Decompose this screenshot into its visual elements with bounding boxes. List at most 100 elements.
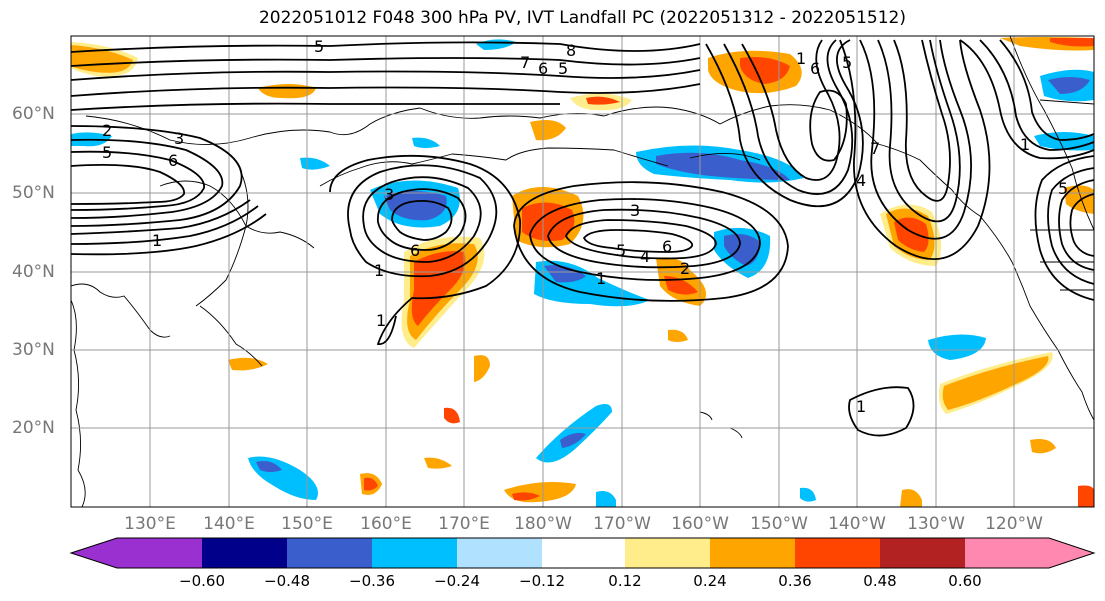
anomaly-patch-strong [512,492,540,501]
colorbar-tick-label: 0.60 [948,572,982,590]
colorbar-segment [710,538,795,568]
contour-label: 1 [376,311,386,330]
colorbar-extend-high [1049,538,1094,568]
contour-label: 2 [102,121,112,140]
anomaly-patch-positive [1030,439,1056,454]
anomaly-patch-negative [656,152,790,180]
lat-label: 60°N [12,104,55,124]
lon-label: 160°E [360,514,412,534]
anomaly-patch-positive [942,356,1049,410]
contour-label: 4 [640,247,650,266]
colorbar-tick-label: −0.24 [434,572,480,590]
contour-label: 6 [168,151,178,170]
lon-label: 130°W [907,514,965,534]
contour-label: 5 [102,143,112,162]
anomaly-patch-negative [536,404,612,463]
colorbar-tick-label: −0.36 [349,572,395,590]
colorbar-tick-label: 0.12 [608,572,642,590]
contour-label: 5 [1058,179,1068,198]
lon-label: 140°W [828,514,886,534]
colorbar-segment [542,538,625,568]
colorbar-tick-label: 0.24 [693,572,727,590]
plot-frame [70,35,1095,508]
lon-label: 150°W [750,514,808,534]
colorbar-segment [372,538,457,568]
lon-label: 140°E [203,514,255,534]
colorbar-segment [880,538,965,568]
contour-label: 3 [174,129,184,148]
contour-labels: 5 8 7 6 5 2 3 5 6 1 3 6 1 1 3 5 4 6 2 1 … [102,37,1068,416]
anomaly-patch-negative [1048,77,1090,94]
anomaly-patch-strong [522,202,575,241]
contour-label: 7 [870,139,880,158]
colorbar-tick-label: −0.60 [179,572,225,590]
colorbar-tick-label: 0.48 [863,572,897,590]
lat-label: 20°N [12,418,55,438]
contour-label: 8 [566,41,576,60]
anomaly-patch-negative [560,432,586,448]
colorbar-tick-label: 0.36 [778,572,812,590]
anomaly-patch-positive [530,120,566,141]
contour-label: 4 [856,171,866,190]
anomaly-patch-positive [1078,485,1094,507]
anomaly-patch-negative [724,234,760,266]
contour-label: 1 [374,261,384,280]
contour-label: 1 [856,397,866,416]
colorbar-segment [202,538,287,568]
anomaly-patch-positive [668,329,688,342]
lon-label: 170°E [438,514,490,534]
contour-label: 6 [538,59,548,78]
lon-label: 160°W [671,514,729,534]
colorbar-segment [625,538,710,568]
anomaly-patch-negative [256,461,282,472]
anomaly-patch-strong [444,407,460,424]
lon-label: 120°W [985,514,1043,534]
anomaly-patch-negative [544,265,586,283]
contour-label: 5 [842,53,852,72]
contour-label: 3 [384,185,394,204]
anomaly-patch-negative [800,487,816,502]
colorbar-segment [287,538,372,568]
anomaly-patch-strong [586,96,620,105]
colorbar-segment [795,538,880,568]
contour-label: 1 [596,269,606,288]
colorbar-extend-low [71,538,117,568]
contour-label: 7 [520,53,530,72]
colorbar-segment [457,538,542,568]
contour-label: 2 [680,259,690,278]
lon-label: 170°W [593,514,651,534]
contour-label: 5 [558,59,568,78]
lat-label: 40°N [12,262,55,282]
map-title: 2022051012 F048 300 hPa PV, IVT Landfall… [258,8,906,28]
anomaly-patch-strong [364,477,378,491]
lat-label: 50°N [12,183,55,203]
coastlines [71,36,1094,507]
contour-label: 1 [152,231,162,250]
contour-label: 6 [662,237,672,256]
colorbar [69,537,1096,569]
lat-label: 30°N [12,340,55,360]
anomaly-patch-negative [384,191,447,221]
contour-label: 6 [810,59,820,78]
contour-label: 6 [410,241,420,260]
lon-label: 150°E [281,514,333,534]
contour-label: 5 [616,241,626,260]
colorbar-tick-label: −0.12 [519,572,565,590]
colorbar-tick-label: −0.48 [264,572,310,590]
anomaly-patch-positive [424,457,452,469]
contour-label: 5 [314,37,324,56]
anomaly-patch-negative [928,334,986,360]
lon-label: 130°E [124,514,176,534]
lon-label: 180°W [514,514,572,534]
anomaly-patch-negative [596,491,616,507]
anomaly-patch-negative [412,137,440,148]
colorbar-segment [117,538,202,568]
contour-label: 1 [1020,135,1030,154]
anomaly-patch-strong [1050,38,1094,47]
colorbar-outline [69,537,1096,569]
anomaly-patch-positive [474,355,490,382]
anomaly-patch-positive [900,489,922,507]
contour-label: 1 [796,49,806,68]
contour-label: 3 [630,201,640,220]
